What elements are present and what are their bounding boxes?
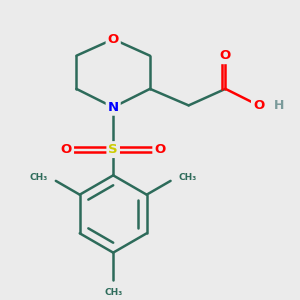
- Text: O: O: [61, 143, 72, 156]
- Text: N: N: [108, 101, 119, 114]
- Text: O: O: [154, 143, 166, 156]
- Text: O: O: [253, 99, 264, 112]
- Text: O: O: [108, 33, 119, 46]
- Text: CH₃: CH₃: [179, 173, 197, 182]
- Text: O: O: [220, 49, 231, 62]
- Text: H: H: [274, 99, 284, 112]
- Text: CH₃: CH₃: [104, 288, 122, 297]
- Text: S: S: [108, 143, 118, 156]
- Text: CH₃: CH₃: [29, 173, 48, 182]
